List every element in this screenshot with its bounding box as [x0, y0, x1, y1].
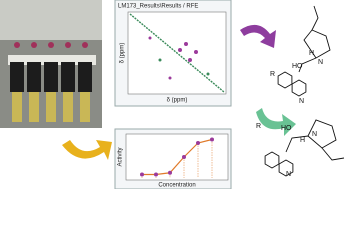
activity-curve [142, 138, 213, 176]
ring-bond [277, 71, 293, 89]
hydroxyl: HO [292, 63, 303, 70]
nmr-window: LM173_Results\Results / RFE δ (ppm) δ (p… [114, 0, 232, 107]
data-point [196, 141, 200, 145]
molecule: R HO N H N [256, 119, 345, 178]
ring-n: N [299, 98, 304, 105]
hydrogen: H [309, 50, 314, 57]
hydrogen: H [300, 137, 305, 144]
data-point [210, 137, 214, 142]
hydroxyl: HO [281, 125, 292, 132]
ring-bond [264, 151, 280, 169]
ring-bond [291, 79, 307, 97]
bond [321, 147, 345, 161]
data-point [140, 172, 144, 177]
molecule: R HO N H N [270, 5, 331, 105]
ring-bond [278, 159, 294, 177]
x-axis-label: Concentration [158, 183, 195, 189]
substituent: R [270, 71, 275, 78]
photo [0, 0, 102, 128]
data-point [154, 172, 158, 177]
amine: N [318, 59, 323, 66]
substituent: R [256, 123, 261, 130]
data-point [182, 155, 186, 159]
x-axis-label: δ (ppm) [167, 98, 188, 104]
arrow [256, 108, 296, 136]
window-title: LM173_Results\Results / RFE [118, 4, 198, 10]
arrow [240, 24, 276, 48]
amine: N [312, 131, 317, 138]
bond [298, 29, 331, 73]
arrow [62, 140, 112, 160]
bond [311, 5, 319, 31]
bond [285, 119, 337, 153]
y-axis-label: δ (ppm) [120, 43, 126, 64]
graphical-abstract: LM173_Results\Results / RFE δ (ppm) δ (p… [0, 0, 345, 189]
y-axis-label: Activity [118, 147, 124, 166]
data-point [168, 170, 172, 175]
activity-plot: Concentration Activity [114, 128, 232, 189]
